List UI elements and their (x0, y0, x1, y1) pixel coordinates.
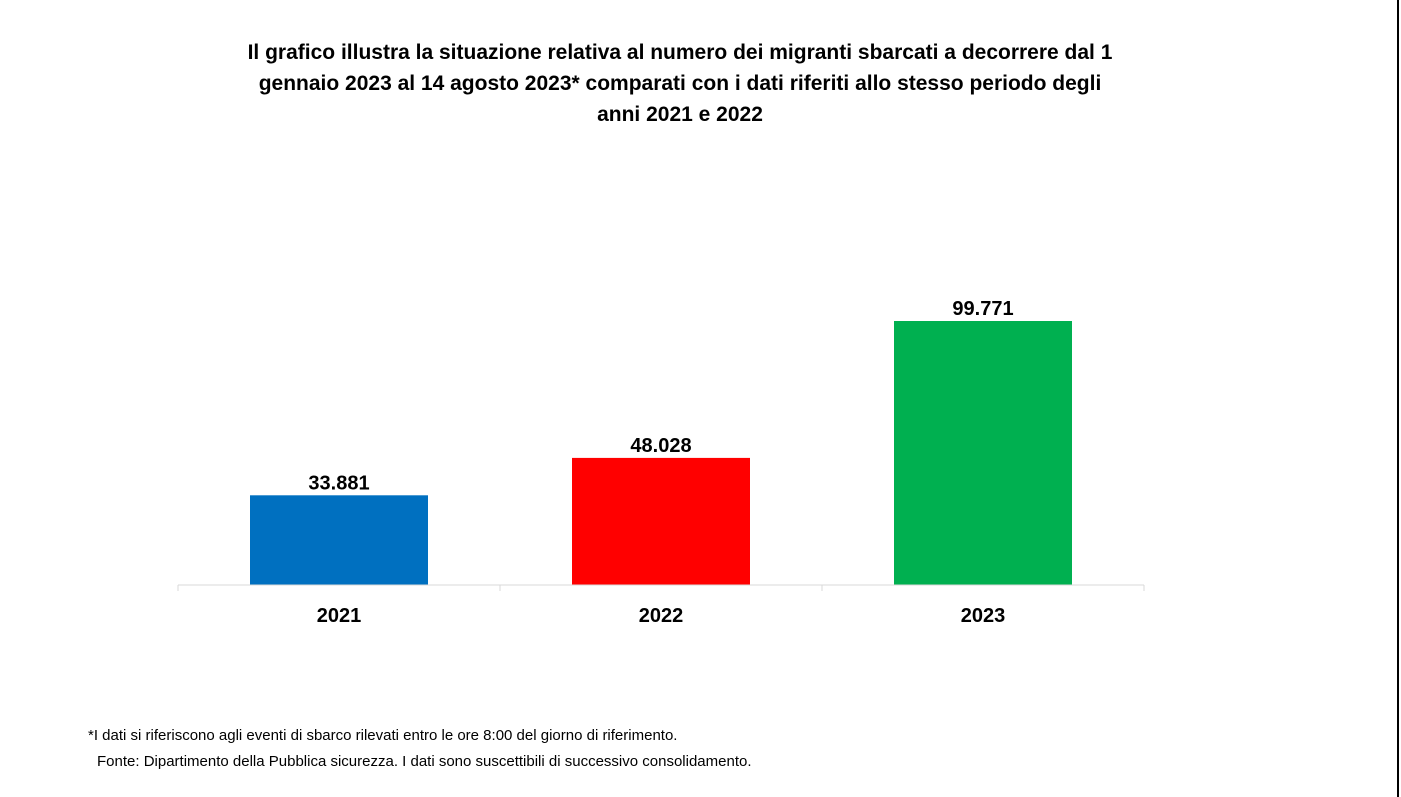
data-label-2022: 48.028 (630, 435, 691, 457)
bar-chart: 33.881 2021 48.028 2022 99.771 2023 (177, 298, 1145, 627)
bar-2022 (572, 457, 750, 585)
data-label-2021: 33.881 (308, 472, 369, 494)
bar-2023 (894, 321, 1072, 585)
chart-title-line-3: anni 2021 e 2022 (597, 103, 763, 126)
x-tick-label-2023: 2023 (961, 605, 1006, 627)
x-tick-label-2021: 2021 (317, 605, 362, 627)
x-tick-label-2022: 2022 (639, 605, 684, 627)
bar-2021 (250, 495, 428, 585)
footnote: *I dati si riferiscono agli eventi di sb… (88, 727, 678, 744)
chart-title: Il grafico illustra la situazione relati… (180, 37, 1180, 130)
chart-title-line-1: Il grafico illustra la situazione relati… (247, 41, 1113, 64)
page-edge-line (1397, 0, 1399, 797)
x-axis-ticks (177, 585, 1145, 591)
bars-layer (250, 321, 1072, 585)
chart-title-line-2: gennaio 2023 al 14 agosto 2023* comparat… (258, 72, 1102, 95)
data-label-2023: 99.771 (952, 298, 1013, 320)
labels-layer: 33.881 2021 48.028 2022 99.771 2023 (308, 298, 1013, 627)
source-note: Fonte: Dipartimento della Pubblica sicur… (97, 753, 752, 770)
